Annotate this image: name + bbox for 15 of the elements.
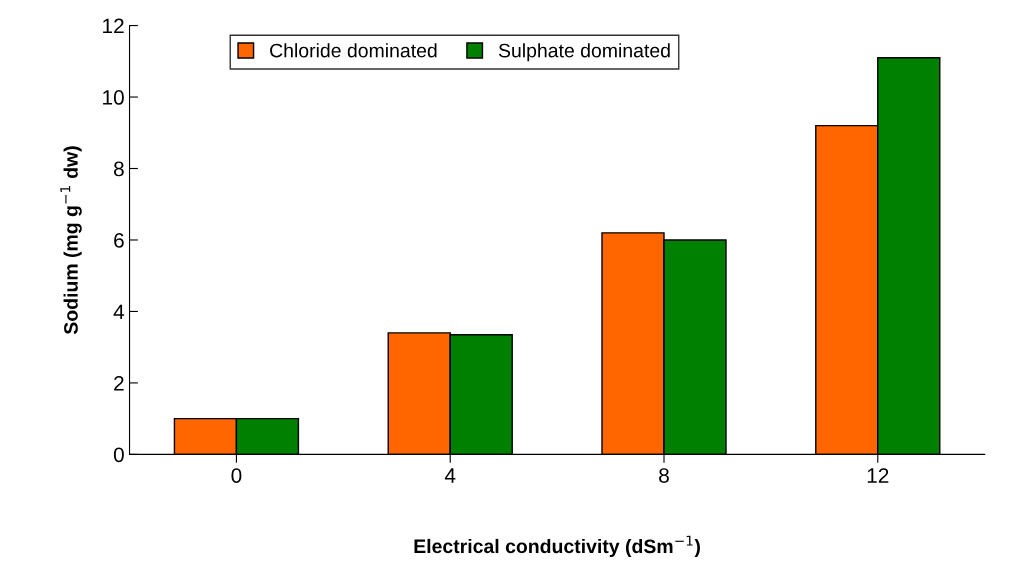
y-tick-label: 12 xyxy=(103,18,124,34)
x-tick-label: 8 xyxy=(659,468,669,483)
y-axis-title: Sodium (mg g$^{−1}$ dw) xyxy=(60,146,82,335)
legend-label: Chloride dominated xyxy=(270,43,437,58)
y-tick-label: 2 xyxy=(114,375,124,391)
x-tick-label: 12 xyxy=(867,468,889,483)
legend-label: Sulphate dominated xyxy=(498,43,670,62)
x-tick-label: 0 xyxy=(231,468,242,483)
y-tick-label: 6 xyxy=(114,232,124,248)
x-tick-label: 4 xyxy=(444,468,456,483)
y-tick-label: 4 xyxy=(113,304,125,319)
x-axis-title: Electrical conductivity (dSm$^{−1}$) xyxy=(414,535,700,558)
y-tick-label: 10 xyxy=(103,90,124,105)
y-tick-label: 0 xyxy=(113,447,124,463)
y-tick-label: 8 xyxy=(113,161,124,177)
